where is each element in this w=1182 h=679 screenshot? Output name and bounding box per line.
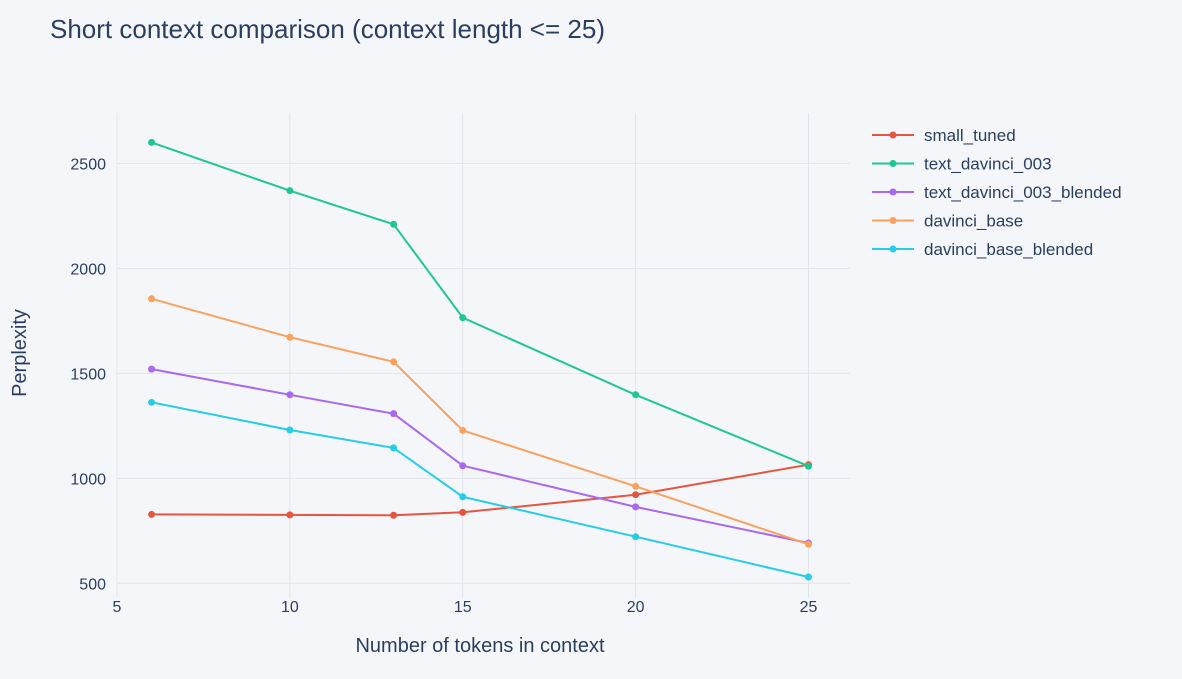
series-line	[151, 463, 809, 517]
legend-swatch-marker	[889, 217, 897, 224]
data-point	[148, 510, 156, 518]
data-point	[148, 138, 156, 146]
y-tick-label: 500	[79, 576, 106, 593]
series-text_davinci_003_blended	[148, 365, 813, 547]
legend-swatch-marker	[889, 188, 897, 196]
legend[interactable]: small_tuned text_davinci_003 text_davinci_…	[872, 126, 1122, 259]
data-point	[459, 314, 467, 322]
grid	[116, 113, 850, 598]
data-point	[805, 462, 813, 470]
legend-label: small_tuned	[924, 126, 1016, 145]
data-point	[286, 426, 294, 434]
data-point	[390, 358, 398, 366]
legend-item[interactable]: davinci_base	[872, 212, 1023, 231]
data-point	[390, 220, 398, 228]
data-point	[390, 410, 398, 418]
y-tick-label: 2500	[70, 156, 106, 173]
legend-item[interactable]: text_davinci_003	[872, 155, 1052, 174]
data-point	[148, 365, 156, 373]
data-point	[632, 533, 640, 541]
data-point	[805, 573, 813, 581]
series-davinci_base_blended	[148, 398, 813, 581]
legend-swatch-marker	[889, 245, 897, 253]
data-point	[459, 508, 467, 516]
y-tick-label: 1000	[70, 471, 106, 488]
data-point	[286, 187, 294, 195]
data-point	[390, 444, 398, 452]
series-line	[151, 368, 809, 544]
data-point	[286, 391, 294, 399]
legend-label: davinci_base	[924, 212, 1023, 231]
data-point	[390, 511, 398, 519]
data-point	[805, 540, 813, 548]
y-axis-ticks: 500 1000 1500 2000 2500	[70, 156, 106, 593]
x-tick-label: 5	[113, 599, 122, 616]
series-line	[151, 297, 809, 546]
series-line	[151, 401, 809, 578]
legend-item[interactable]: text_davinci_003_blended	[872, 183, 1122, 202]
legend-label: davinci_base_blended	[924, 240, 1093, 259]
data-point	[286, 511, 294, 519]
x-axis-title: Number of tokens in context	[355, 635, 604, 657]
series-line	[151, 141, 809, 468]
data-point	[459, 462, 467, 470]
x-tick-label: 15	[454, 599, 472, 616]
data-point	[148, 398, 156, 406]
data-point	[632, 503, 640, 511]
data-point	[148, 295, 156, 303]
legend-swatch-marker	[889, 131, 897, 139]
legend-label: text_davinci_003	[924, 155, 1052, 174]
data-point	[286, 333, 294, 341]
series-davinci_base	[148, 295, 813, 548]
x-tick-label: 20	[627, 599, 645, 616]
series-text_davinci_003	[148, 138, 813, 470]
y-tick-label: 1500	[70, 366, 106, 383]
data-point	[459, 426, 467, 434]
data-point	[459, 493, 467, 501]
legend-item[interactable]: small_tuned	[872, 126, 1016, 145]
data-point	[632, 482, 640, 490]
chart-title: Short context comparison (context length…	[50, 14, 605, 44]
x-axis-ticks: 5 10 15 20 25	[113, 599, 818, 616]
y-axis-title: Perplexity	[9, 309, 31, 397]
series-group	[148, 138, 813, 581]
data-point	[632, 491, 640, 499]
x-tick-label: 10	[281, 599, 299, 616]
data-point	[632, 391, 640, 399]
legend-item[interactable]: davinci_base_blended	[872, 240, 1093, 259]
series-small_tuned	[148, 461, 813, 519]
legend-swatch-marker	[889, 160, 897, 167]
y-tick-label: 2000	[70, 261, 106, 278]
legend-label: text_davinci_003_blended	[924, 183, 1122, 202]
x-tick-label: 25	[800, 599, 818, 616]
